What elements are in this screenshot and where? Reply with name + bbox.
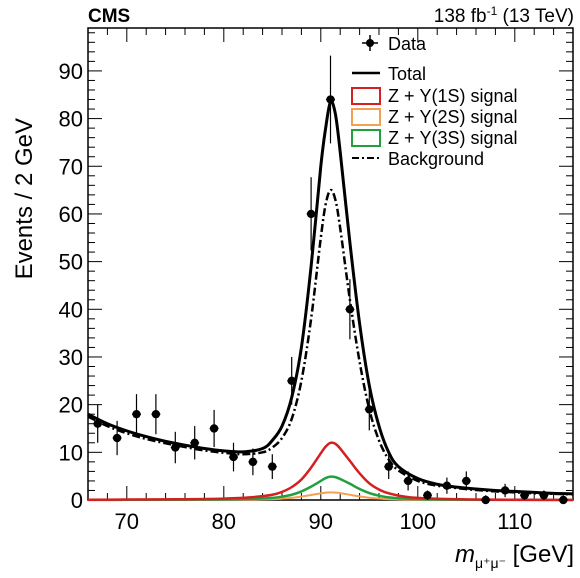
data-point	[364, 388, 374, 431]
data-point	[461, 471, 471, 491]
data-point	[209, 409, 219, 448]
signal-1s-curve	[87, 441, 574, 502]
background-curve	[87, 188, 574, 496]
data-point	[500, 483, 510, 498]
legend-data: Data	[362, 34, 427, 54]
experiment-label: CMS	[88, 6, 130, 27]
x-axis-title: mμ⁺μ⁻ [GeV]	[455, 541, 574, 571]
y-tick-label: 90	[59, 59, 83, 84]
data-point	[423, 490, 432, 500]
data-point	[345, 279, 355, 340]
data-point	[112, 420, 122, 456]
data-point	[170, 431, 180, 464]
data-points	[93, 55, 568, 505]
luminosity-label: 138 fb-1 (13 TeV)	[434, 4, 574, 27]
x-tick-label: 100	[399, 509, 436, 534]
axis-ticks: 70 80 90 100 110 0 10 20 30 40 50 60 70 80 90	[59, 28, 574, 534]
data-point	[151, 394, 161, 435]
legend-sig2-label: Z + Υ(2S) signal	[388, 107, 518, 127]
data-point	[93, 404, 103, 443]
data-point	[306, 177, 316, 251]
legend-sig1: Z + Υ(1S) signal	[351, 86, 518, 106]
total-curve	[87, 99, 574, 496]
y-tick-label: 60	[59, 202, 83, 227]
data-point	[384, 454, 394, 480]
data-point	[326, 55, 335, 144]
x-tick-label: 70	[115, 509, 139, 534]
data-point	[132, 394, 141, 435]
data-point	[287, 356, 297, 405]
data-point	[248, 448, 258, 476]
data-point	[190, 426, 200, 460]
y-tick-label: 50	[59, 250, 83, 275]
y-tick-label: 70	[59, 154, 83, 179]
legend-data-label: Data	[388, 34, 427, 54]
legend: Data Total Z + Υ(1S) signal Z + Υ(2S) si…	[351, 34, 518, 169]
data-point	[558, 495, 568, 505]
y-tick-label: 10	[59, 440, 83, 465]
legend-sig2: Z + Υ(2S) signal	[351, 107, 518, 127]
data-point	[520, 490, 529, 500]
data-point	[442, 477, 452, 494]
legend-background-label: Background	[388, 149, 484, 169]
curves	[87, 99, 574, 502]
legend-sig3-label: Z + Υ(3S) signal	[388, 128, 518, 148]
legend-sig1-label: Z + Υ(1S) signal	[388, 86, 518, 106]
legend-total: Total	[352, 64, 426, 84]
data-point	[267, 454, 277, 480]
data-point	[229, 442, 238, 472]
y-axis-title: Events / 2 GeV	[11, 118, 38, 279]
data-point	[539, 490, 549, 500]
legend-sig3: Z + Υ(3S) signal	[351, 128, 518, 148]
data-point	[481, 495, 491, 505]
y-tick-label: 30	[59, 345, 83, 370]
x-tick-label: 110	[497, 509, 532, 534]
y-tick-label: 20	[59, 393, 83, 418]
y-tick-label: 80	[59, 107, 83, 132]
data-point	[403, 471, 413, 491]
plot-frame	[87, 27, 574, 501]
x-tick-label: 90	[309, 509, 333, 534]
legend-total-label: Total	[388, 64, 426, 84]
y-tick-label: 0	[71, 488, 83, 513]
legend-background: Background	[352, 149, 484, 169]
x-tick-label: 80	[212, 509, 236, 534]
y-tick-label: 40	[59, 297, 83, 322]
signal-3s-curve	[87, 475, 574, 502]
